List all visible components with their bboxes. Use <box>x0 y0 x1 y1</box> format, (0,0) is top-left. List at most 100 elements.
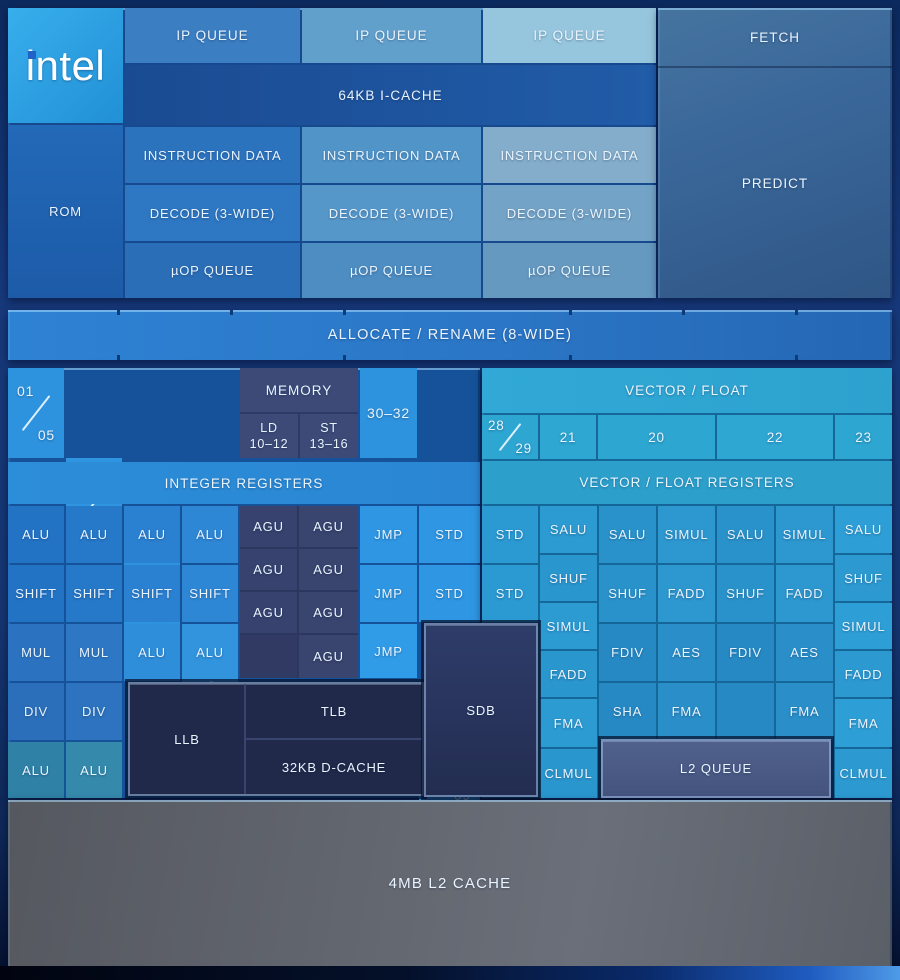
fdiv-unit: FDIV <box>717 624 774 681</box>
port-21: 21 <box>540 415 596 459</box>
shift-unit: SHIFT <box>66 565 122 622</box>
uop-queue-cell: µOP QUEUE <box>302 243 481 298</box>
alu-unit: ALU <box>8 506 64 563</box>
salu-unit: SALU <box>540 506 597 553</box>
shuf-unit: SHUF <box>540 555 597 601</box>
intel-logo-tile: intel <box>8 8 123 123</box>
agu-empty-cell <box>240 635 297 678</box>
allocate-rename-bar: ALLOCATE / RENAME (8-WIDE) <box>8 310 892 360</box>
vector-exec-grid: STD STD SALU SHUF SIMUL FADD FMA CLMUL S… <box>482 506 892 798</box>
std-unit: STD <box>419 506 480 563</box>
aes-unit: AES <box>658 624 715 681</box>
decode-cell: DECODE (3-WIDE) <box>302 185 481 241</box>
intel-logo-text: intel <box>25 41 106 89</box>
div-unit: DIV <box>8 683 64 740</box>
mul-unit: MUL <box>8 624 64 681</box>
agu-unit: AGU <box>240 506 297 547</box>
intel-logo: intel <box>25 41 106 89</box>
salu-unit: SALU <box>717 506 774 563</box>
vector-float-registers-bar: VECTOR / FLOAT REGISTERS <box>482 461 892 504</box>
fadd-unit: FADD <box>835 651 892 697</box>
memory-ports-title: MEMORY <box>240 368 358 412</box>
uop-queue-cell: µOP QUEUE <box>483 243 656 298</box>
alu-unit: ALU <box>182 624 238 681</box>
connector-tick <box>682 310 685 315</box>
agu-block: AGU AGU AGU AGU AGU AGU AGU <box>240 506 358 678</box>
port-22: 22 <box>717 415 833 459</box>
aes-unit: AES <box>776 624 833 681</box>
shuf-unit: SHUF <box>599 565 656 622</box>
std-unit: STD <box>482 506 538 563</box>
jmp-unit: JMP <box>360 506 417 563</box>
ip-queue-cell: IP QUEUE <box>302 8 481 63</box>
jmp-unit: JMP <box>360 565 417 622</box>
port-23: 23 <box>835 415 892 459</box>
connector-tick <box>343 355 346 360</box>
shift-unit: SHIFT <box>8 565 64 622</box>
alu-unit: ALU <box>182 506 238 563</box>
salu-unit: SALU <box>599 506 656 563</box>
simul-unit: SIMUL <box>540 603 597 649</box>
agu-unit: AGU <box>299 549 358 590</box>
fma-unit: FMA <box>776 683 833 740</box>
simul-unit: SIMUL <box>658 506 715 563</box>
connector-tick <box>343 310 346 315</box>
fadd-unit: FADD <box>658 565 715 622</box>
bottom-edge-glow <box>0 966 900 980</box>
ip-queue-cell: IP QUEUE <box>483 8 656 63</box>
fadd-unit: FADD <box>540 651 597 697</box>
predict-cell: PREDICT <box>741 175 809 191</box>
div-unit: DIV <box>66 683 122 740</box>
fma-unit: FMA <box>658 683 715 740</box>
intel-logo-i-dot <box>27 50 36 59</box>
clmul-unit: CLMUL <box>835 749 892 798</box>
alu-unit: ALU <box>124 624 180 681</box>
alu-unit: ALU <box>66 742 122 798</box>
integer-exec-grid: ALU ALU ALU ALU SHIFT SHIFT SHIFT SHIFT … <box>8 506 480 798</box>
connector-tick <box>117 355 120 360</box>
connector-tick <box>117 310 120 315</box>
fma-unit: FMA <box>835 699 892 747</box>
salu-unit: SALU <box>835 506 892 553</box>
shift-unit: SHIFT <box>182 565 238 622</box>
fdiv-unit: FDIV <box>599 624 656 681</box>
connector-tick <box>795 355 798 360</box>
instruction-data-cell: INSTRUCTION DATA <box>483 127 656 183</box>
agu-unit: AGU <box>240 592 297 633</box>
llb-cell: LLB <box>130 684 246 794</box>
dcache-block: LLB TLB 32KB D-CACHE <box>128 682 424 796</box>
instruction-data-cell: INSTRUCTION DATA <box>302 127 481 183</box>
branch-predictor-block: FETCH PREDICT <box>658 8 892 298</box>
connector-tick <box>795 310 798 315</box>
port-01-05: 01 05 <box>8 368 64 458</box>
connector-tick <box>569 310 572 315</box>
l2-cache-block: 4MB L2 CACHE <box>8 800 892 966</box>
alu-unit: ALU <box>66 506 122 563</box>
port-28-29: 28 29 <box>482 415 538 459</box>
port-slash <box>21 395 51 431</box>
agu-unit: AGU <box>299 506 358 547</box>
std-unit: STD <box>482 565 538 622</box>
sha-unit: SHA <box>599 683 656 740</box>
port-20: 20 <box>598 415 715 459</box>
icache-cell: 64KB I-CACHE <box>125 65 656 125</box>
rom-cell: ROM <box>8 125 123 298</box>
port-30-32: 30–32 <box>360 368 417 458</box>
agu-unit: AGU <box>299 635 358 678</box>
memory-ports-block: MEMORY LD 10–12 ST 13–16 <box>240 368 358 458</box>
jmp-unit: JMP <box>360 624 417 678</box>
integer-registers-bar: INTEGER REGISTERS <box>8 462 480 504</box>
load-ports-cell: LD 10–12 <box>240 414 298 458</box>
simul-unit: SIMUL <box>835 603 892 649</box>
fadd-unit: FADD <box>776 565 833 622</box>
vector-cluster-block: VECTOR / FLOAT 28 29 21 20 22 23 VECTOR … <box>482 368 892 798</box>
shuf-unit: SHUF <box>835 555 892 601</box>
alu-unit: ALU <box>8 742 64 798</box>
clmul-unit: CLMUL <box>540 749 597 798</box>
agu-unit: AGU <box>299 592 358 633</box>
vector-float-title-bar: VECTOR / FLOAT <box>482 368 892 413</box>
instruction-data-cell: INSTRUCTION DATA <box>125 127 300 183</box>
dcache-cell: 32KB D-CACHE <box>281 759 387 775</box>
l2-queue-block: L2 QUEUE <box>601 739 831 798</box>
